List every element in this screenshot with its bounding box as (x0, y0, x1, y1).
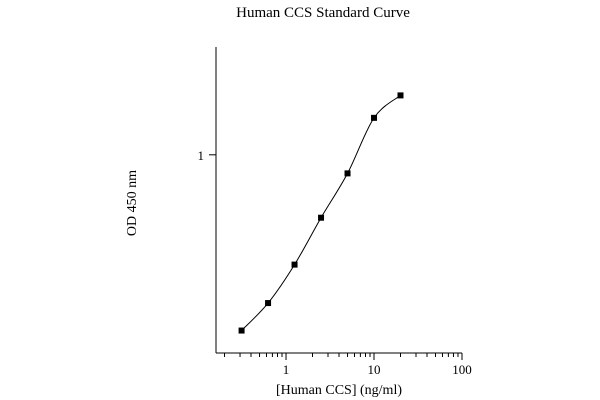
y-tick-label: 1 (198, 148, 205, 163)
chart-title: Human CCS Standard Curve (236, 5, 410, 21)
x-tick-label: 100 (452, 362, 472, 377)
y-axis-label: OD 450 nm (125, 170, 140, 236)
data-point (371, 114, 378, 121)
series-layer (238, 92, 404, 334)
data-point (344, 170, 351, 177)
fitted-curve (241, 95, 401, 331)
data-point (291, 261, 298, 268)
data-point (265, 300, 272, 307)
data-point (318, 214, 325, 221)
data-point (238, 327, 245, 334)
data-point (397, 92, 404, 99)
x-tick-label: 1 (283, 362, 290, 377)
axes: 1 10 100 1 (198, 47, 472, 377)
x-axis-label: [Human CCS] (ng/ml) (276, 383, 402, 398)
x-tick-label: 10 (368, 362, 381, 377)
